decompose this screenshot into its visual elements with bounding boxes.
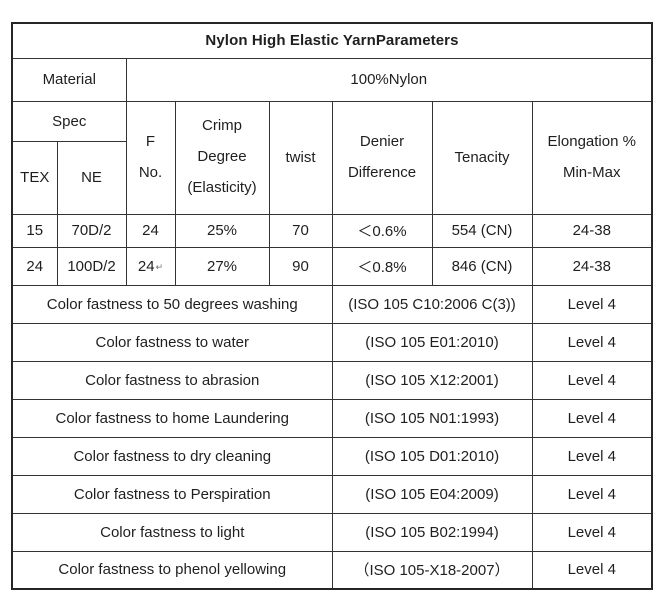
spec-data-row: 15 70D/2 24 25% 70 ＜0.6% 554 (CN) 24-38 — [11, 213, 653, 248]
fastness-row: Color fastness to home Laundering (ISO 1… — [11, 398, 653, 438]
fastness-standard: (ISO 105 B02:1994) — [331, 512, 533, 552]
header-twist: twist — [268, 100, 333, 215]
material-label: Material — [11, 57, 127, 102]
fastness-label: Color fastness to light — [11, 512, 333, 552]
fastness-label: Color fastness to water — [11, 322, 333, 362]
title-row: Nylon High Elastic YarnParameters — [11, 22, 653, 59]
fastness-row: Color fastness to Perspiration (ISO 105 … — [11, 474, 653, 514]
cell-ne: 100D/2 — [56, 246, 127, 286]
header-ne: NE — [56, 140, 127, 215]
fastness-label: Color fastness to dry cleaning — [11, 436, 333, 476]
cell-tenacity: 554 (CN) — [431, 213, 533, 248]
material-value: 100%Nylon — [125, 57, 653, 102]
fastness-level: Level 4 — [531, 398, 653, 438]
header-elongation: Elongation % Min-Max — [531, 100, 653, 215]
cell-crimp: 25% — [174, 213, 270, 248]
header-row-subspec: TEX NE — [11, 140, 652, 215]
cell-denier: ＜0.6% — [331, 213, 433, 248]
return-mark-icon: ↵ — [155, 261, 164, 272]
cell-crimp: 27% — [174, 246, 270, 286]
cell-f-no: 24 — [125, 213, 176, 248]
fastness-standard: (ISO 105 D01:2010) — [331, 436, 533, 476]
fastness-standard: （ISO 105-X18-2007） — [331, 550, 533, 590]
fastness-row: Color fastness to phenol yellowing （ISO … — [11, 550, 653, 590]
fastness-row: Color fastness to water (ISO 105 E01:201… — [11, 322, 653, 362]
cell-f-no: 24↵ — [125, 246, 176, 286]
fastness-label: Color fastness to Perspiration — [11, 474, 333, 514]
fastness-row: Color fastness to light (ISO 105 B02:199… — [11, 512, 653, 552]
header-tenacity: Tenacity — [431, 100, 533, 215]
fastness-level: Level 4 — [531, 512, 653, 552]
fastness-level: Level 4 — [531, 284, 653, 324]
fastness-standard: (ISO 105 C10:2006 C(3)) — [331, 284, 533, 324]
spec-data-row: 24 100D/2 24↵ 27% 90 ＜0.8% 846 (CN) 24-3… — [11, 246, 653, 286]
fastness-standard: (ISO 105 E01:2010) — [331, 322, 533, 362]
cell-tex: 15 — [11, 213, 58, 248]
cell-elongation: 24-38 — [531, 213, 653, 248]
fastness-label: Color fastness to phenol yellowing — [11, 550, 333, 590]
fastness-level: Level 4 — [531, 550, 653, 590]
cell-tex: 24 — [11, 246, 58, 286]
header-row-spec: Spec F No. Crimp Degree (Elasticity) twi… — [11, 100, 653, 215]
fastness-label: Color fastness to 50 degrees washing — [11, 284, 333, 324]
cell-denier: ＜0.8% — [331, 246, 433, 286]
fastness-level: Level 4 — [531, 322, 653, 362]
header-f-no: F No. — [125, 100, 176, 215]
header-spec: Spec — [11, 100, 127, 142]
fastness-label: Color fastness to abrasion — [11, 360, 333, 400]
fastness-standard: (ISO 105 X12:2001) — [331, 360, 533, 400]
fastness-standard: (ISO 105 E04:2009) — [331, 474, 533, 514]
material-row: Material 100%Nylon — [11, 57, 653, 102]
fastness-level: Level 4 — [531, 360, 653, 400]
cell-elongation: 24-38 — [531, 246, 653, 286]
header-crimp-degree: Crimp Degree (Elasticity) — [174, 100, 270, 215]
fastness-level: Level 4 — [531, 436, 653, 476]
cell-twist: 90 — [268, 246, 333, 286]
cell-f-no-value: 24 — [137, 257, 155, 275]
fastness-level: Level 4 — [531, 474, 653, 514]
header-tex: TEX — [11, 140, 58, 215]
cell-ne: 70D/2 — [56, 213, 127, 248]
page-title: Nylon High Elastic YarnParameters — [11, 22, 653, 59]
cell-twist: 70 — [268, 213, 333, 248]
fastness-standard: (ISO 105 N01:1993) — [331, 398, 533, 438]
header-denier-difference: Denier Difference — [331, 100, 433, 215]
fastness-label: Color fastness to home Laundering — [11, 398, 333, 438]
fastness-row: Color fastness to abrasion (ISO 105 X12:… — [11, 360, 653, 400]
fastness-row: Color fastness to dry cleaning (ISO 105 … — [11, 436, 653, 476]
yarn-parameters-table: Nylon High Elastic YarnParameters Materi… — [11, 22, 653, 590]
cell-tenacity: 846 (CN) — [431, 246, 533, 286]
fastness-row: Color fastness to 50 degrees washing (IS… — [11, 284, 653, 324]
